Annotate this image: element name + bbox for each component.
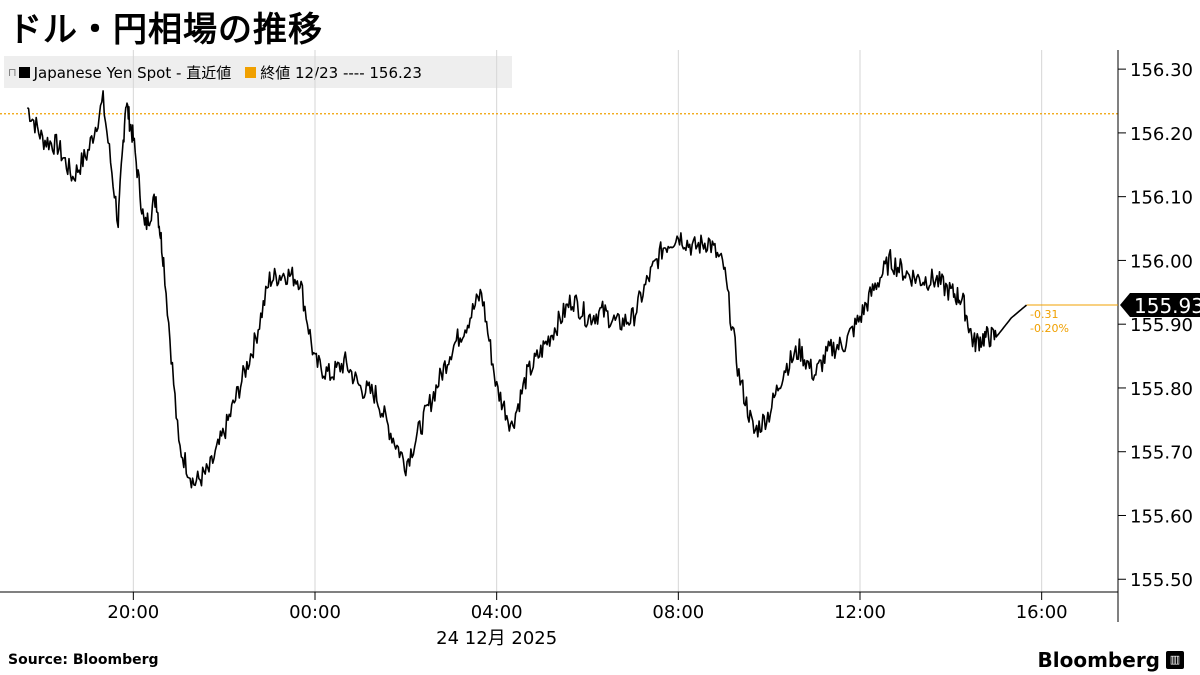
y-tick-label: 156.30: [1130, 60, 1193, 81]
y-tick-label: 155.80: [1130, 379, 1193, 400]
y-tick-label: 155.50: [1130, 570, 1193, 591]
x-tick-label: 20:00: [107, 602, 159, 623]
y-tick-label: 155.70: [1130, 443, 1193, 464]
brand-name: Bloomberg: [1037, 648, 1160, 672]
series-group: [26, 90, 1028, 489]
change-label: -0.31: [1030, 308, 1058, 321]
y-tick-label: 156.10: [1130, 188, 1193, 209]
chart-title: ドル・円相場の推移: [8, 10, 323, 50]
legend-reference-label: 終値 12/23 ---- 156.23: [260, 63, 422, 82]
bloomberg-terminal-icon: ▥: [1166, 651, 1184, 669]
change-pct-label: -0.20%: [1030, 322, 1069, 335]
x-tick-label: 16:00: [1016, 602, 1068, 623]
chart-legend: ⊓ Japanese Yen Spot - 直近値 終値 12/23 ---- …: [4, 56, 512, 88]
y-tick-label: 156.00: [1130, 251, 1193, 272]
y-tick-label: 155.60: [1130, 506, 1193, 527]
series-line: [26, 90, 1028, 489]
x-tick-label: 08:00: [652, 602, 704, 623]
legend-reference: 終値 12/23 ---- 156.23: [245, 62, 422, 83]
legend-series-swatch: [18, 66, 30, 78]
legend-series-label: Japanese Yen Spot - 直近値: [33, 63, 232, 82]
legend-series: Japanese Yen Spot - 直近値: [18, 62, 232, 83]
last-value-badge: [1120, 293, 1200, 318]
grid: [132, 50, 1043, 592]
x-tick-label: 04:00: [471, 602, 523, 623]
y-axis: 155.50 155.60 155.70 155.80 155.90 156.00 156.…: [1117, 50, 1193, 622]
x-tick-label: 12:00: [834, 602, 886, 623]
source-note: Source: Bloomberg: [8, 652, 159, 668]
pin-icon[interactable]: ⊓: [8, 65, 17, 79]
x-axis: 20:00 00:00 04:00 08:00 12:00 16:00 24 12月 202…: [0, 591, 1118, 649]
last-value-group: 155.93 -0.31-0.20%: [1026, 293, 1200, 335]
y-tick-label: 155.90: [1130, 315, 1193, 336]
y-tick-label: 156.20: [1130, 124, 1193, 145]
x-date-label: 24 12月 2025: [436, 628, 557, 649]
legend-reference-swatch: [245, 66, 257, 78]
bloomberg-logo: Bloomberg ▥: [1038, 648, 1184, 672]
last-value-label: 155.93: [1134, 294, 1200, 318]
x-tick-label: 00:00: [289, 602, 341, 623]
